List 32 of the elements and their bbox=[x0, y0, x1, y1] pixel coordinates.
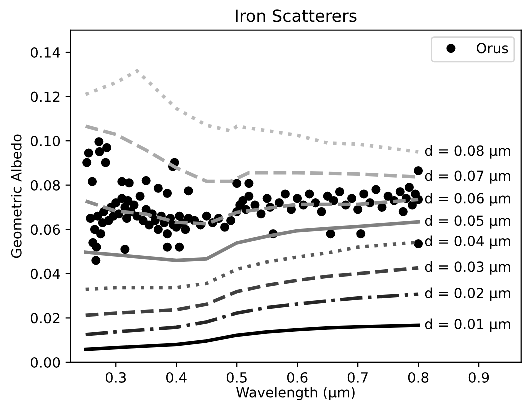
series-label: d = 0.03 μm bbox=[425, 261, 510, 275]
line-series bbox=[84, 266, 420, 318]
y-tick-label: 0.02 bbox=[31, 313, 60, 324]
y-tick-label: 0.00 bbox=[31, 357, 60, 368]
legend-label: Orus bbox=[476, 43, 508, 54]
x-tick-label: 0.3 bbox=[106, 372, 126, 383]
y-axis-title: Geometric Albedo bbox=[11, 134, 22, 258]
series-label: d = 0.01 μm bbox=[425, 318, 510, 332]
line-series bbox=[84, 324, 420, 352]
y-tick-label: 0.10 bbox=[31, 136, 60, 147]
series-label: d = 0.06 μm bbox=[425, 193, 510, 206]
x-tick-label: 0.5 bbox=[226, 372, 247, 383]
series-label: d = 0.05 μm bbox=[425, 215, 510, 229]
y-tick-label: 0.06 bbox=[31, 224, 60, 236]
series-label: d = 0.07 μm bbox=[425, 170, 510, 184]
line-series bbox=[84, 69, 420, 154]
y-tick-label: 0.04 bbox=[31, 268, 60, 280]
series-label: d = 0.02 μm bbox=[425, 288, 510, 302]
x-tick-label: 0.4 bbox=[166, 372, 187, 383]
x-tick-label: 0.9 bbox=[468, 372, 490, 383]
line-series bbox=[84, 220, 420, 262]
series-label: d = 0.08 μm bbox=[425, 145, 510, 159]
y-tick-label: 0.14 bbox=[31, 47, 60, 58]
x-axis-title: Wavelength (μm) bbox=[236, 387, 355, 400]
series-label: d = 0.04 μm bbox=[425, 236, 510, 250]
x-tick-label: 0.7 bbox=[348, 372, 368, 383]
y-tick-label: 0.08 bbox=[31, 180, 60, 191]
y-tick-label: 0.12 bbox=[31, 92, 60, 102]
chart-title: Iron Scatterers bbox=[236, 10, 357, 22]
x-tick-label: 0.6 bbox=[287, 372, 308, 383]
line-series bbox=[84, 292, 420, 337]
x-tick-label: 0.8 bbox=[408, 372, 429, 383]
